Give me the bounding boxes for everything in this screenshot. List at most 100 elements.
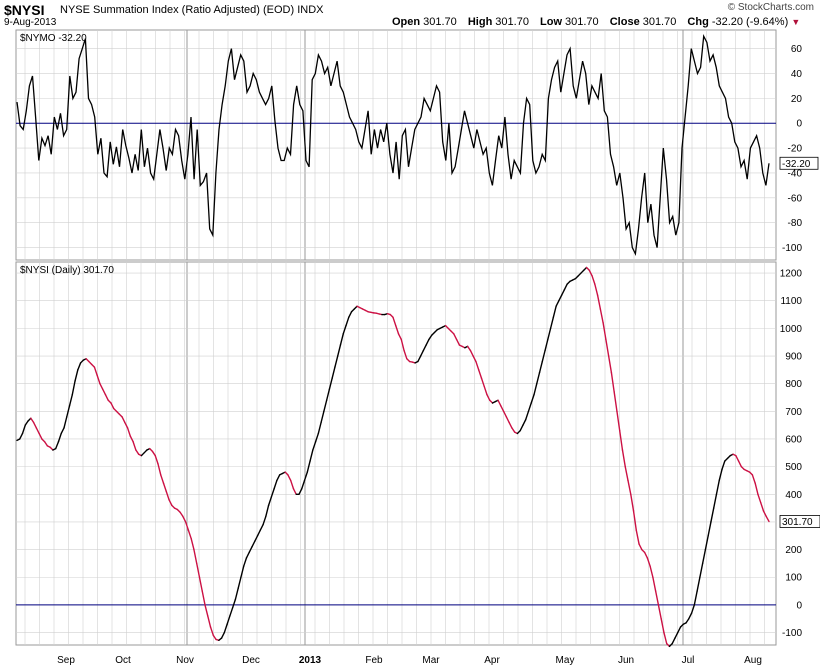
- series-segment-nysi: [605, 338, 610, 357]
- series-segment-nysi: [602, 322, 607, 341]
- series-segment-nysi: [229, 606, 234, 617]
- series-segment-nysi: [290, 479, 295, 490]
- series-segment-nysi: [102, 388, 107, 396]
- x-tick-label: Mar: [422, 655, 440, 666]
- series-segment-nysi: [525, 410, 530, 421]
- series-segment-nysi: [422, 344, 427, 352]
- series-segment-nysi: [96, 374, 101, 385]
- series-segment-nysi: [342, 324, 347, 335]
- series-segment-nysi: [721, 460, 726, 471]
- series-segment-nysi: [187, 529, 192, 540]
- x-tick-label: Feb: [365, 655, 383, 666]
- series-segment-nysi: [262, 515, 267, 526]
- series-segment-nysi: [530, 394, 535, 404]
- series-segment-nysi: [312, 441, 317, 451]
- series-segment-nysi: [500, 405, 505, 413]
- series-segment-nysi: [57, 432, 62, 443]
- series-segment-nysi: [685, 618, 690, 624]
- series-segment-nysi: [30, 417, 35, 424]
- series-segment-nysi: [757, 493, 762, 504]
- series-segment-nysi: [110, 402, 115, 410]
- series-segment-nysi: [121, 416, 126, 424]
- series-segment-nysi: [533, 382, 538, 396]
- series-segment-nysi: [475, 360, 480, 371]
- series-segment-nysi: [55, 441, 60, 450]
- series-segment-nysi: [591, 275, 596, 285]
- y-tick-label: -40: [788, 168, 803, 179]
- series-segment-nysi: [652, 576, 657, 592]
- series-segment-nysi: [267, 496, 273, 507]
- series-segment-nysi: [649, 565, 654, 578]
- series-segment-nysi: [99, 382, 104, 390]
- symbol-title: $NYSI: [4, 2, 45, 18]
- series-segment-nysi: [547, 327, 552, 341]
- series-segment-nysi: [563, 283, 568, 291]
- series-segment-nysi: [395, 324, 400, 335]
- series-segment-nysi: [245, 551, 250, 559]
- x-tick-label: Jun: [618, 655, 634, 666]
- series-segment-nysi: [505, 416, 510, 424]
- series-segment-nysi: [135, 449, 140, 455]
- series-segment-nysi: [663, 631, 668, 645]
- series-segment-nysi: [710, 507, 715, 523]
- series-segment-nysi: [38, 432, 43, 440]
- series-segment-nysi: [325, 388, 331, 401]
- series-segment-nysi: [643, 551, 649, 559]
- series-segment-nysi: [226, 615, 231, 625]
- series-segment-nysi: [234, 587, 239, 601]
- series-segment-nysi: [765, 515, 770, 523]
- series-segment-nysi: [713, 493, 718, 509]
- x-tick-label: Aug: [744, 655, 762, 666]
- series-segment-nysi: [162, 482, 167, 493]
- y-tick-label: 200: [785, 545, 802, 556]
- y-tick-label: 60: [791, 44, 803, 55]
- series-segment-nysi: [337, 344, 342, 357]
- series-segment-nysi: [455, 338, 461, 346]
- series-segment-nysi: [616, 410, 621, 432]
- series-segment-nysi: [688, 612, 693, 620]
- series-segment-nysi: [469, 349, 474, 357]
- series-segment-nysi: [151, 450, 156, 457]
- series-segment-nysi: [184, 521, 190, 531]
- series-segment-nysi: [60, 427, 65, 435]
- series-segment-nysi: [223, 623, 228, 634]
- series-segment-nysi: [265, 504, 270, 518]
- series-segment-nysi: [77, 362, 82, 371]
- series-segment-nysi: [276, 474, 281, 482]
- series-segment-nysi: [497, 399, 502, 407]
- series-segment-nysi: [646, 557, 651, 567]
- series-segment-nysi: [594, 283, 599, 296]
- series-segment-nysi: [339, 333, 344, 346]
- series-segment-nysi: [320, 410, 325, 424]
- series-segment-nysi: [124, 421, 129, 429]
- series-segment-nysi: [613, 391, 618, 413]
- series-segment-nysi: [735, 454, 740, 462]
- y-tick-label: 500: [785, 462, 802, 473]
- series-line-nymo: [16, 33, 770, 257]
- series-segment-nysi: [157, 463, 162, 476]
- series-segment-nysi: [624, 465, 629, 482]
- series-segment-nysi: [66, 405, 71, 418]
- series-segment-nysi: [104, 394, 109, 401]
- y-tick-label: 1000: [780, 324, 803, 335]
- series-segment-nysi: [762, 510, 767, 518]
- series-segment-nysi: [671, 637, 676, 645]
- series-segment-nysi: [309, 449, 314, 462]
- series-segment-nysi: [607, 355, 613, 374]
- x-tick-label: Oct: [115, 655, 131, 666]
- chart-date: 9-Aug-2013: [4, 17, 57, 28]
- series-segment-nysi: [160, 474, 165, 484]
- series-segment-nysi: [707, 521, 712, 537]
- y-tick-label: 700: [785, 407, 802, 418]
- series-segment-nysi: [635, 529, 640, 545]
- series-segment-nysi: [478, 369, 483, 379]
- series-segment-nysi: [182, 515, 187, 523]
- y-tick-label: -60: [788, 193, 803, 204]
- series-segment-nysi: [24, 420, 29, 426]
- series-segment-nysi: [538, 360, 543, 374]
- series-segment-nysi: [599, 308, 604, 324]
- series-segment-nysi: [403, 349, 408, 360]
- x-tick-label: Jul: [682, 655, 695, 666]
- y-tick-label: -100: [782, 243, 802, 254]
- brand-watermark: © StockCharts.com: [727, 2, 814, 13]
